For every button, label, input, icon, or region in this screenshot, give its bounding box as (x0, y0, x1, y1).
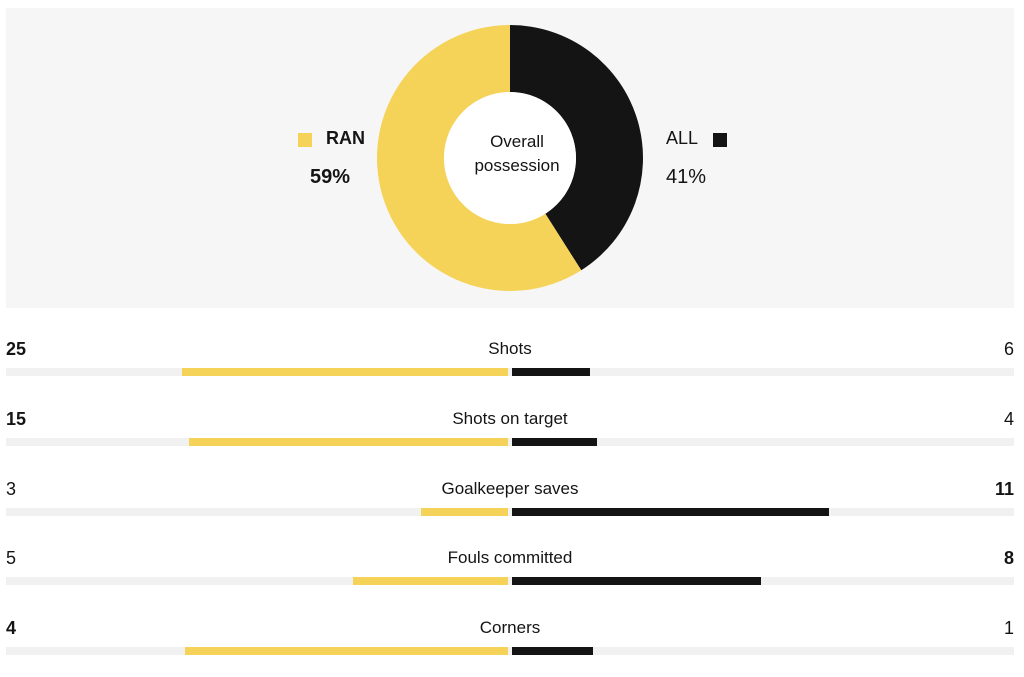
stat-bar-track (6, 368, 1014, 376)
home-team-name: RAN (326, 128, 365, 148)
stat-away-bar (512, 438, 598, 446)
home-possession-value: 59% (309, 166, 350, 188)
away-possession-slice (510, 25, 644, 271)
stat-home-bar (421, 508, 508, 516)
stat-away-bar (512, 508, 830, 516)
stat-row-shots: 25 Shots 6 (0, 338, 1024, 398)
stat-away-value: 1 (1003, 618, 1014, 638)
stat-label: Shots (488, 339, 532, 358)
home-possession-slice (377, 25, 582, 291)
stat-away-bar (512, 368, 591, 376)
away-possession-value: 41% (666, 166, 707, 188)
stat-away-value: 6 (1003, 339, 1014, 359)
stat-home-bar (189, 438, 508, 446)
stat-label: Goalkeeper saves (441, 479, 579, 498)
stat-bar-track (6, 577, 1014, 585)
stat-row-goalkeeper-saves: 3 Goalkeeper saves 11 (0, 478, 1024, 538)
stat-away-bar (512, 647, 593, 655)
donut-center-line-2: possession (474, 156, 560, 175)
possession-panel: Overall possession RAN 59% ALL 41% (6, 8, 1014, 308)
donut-center-label: Overall possession (450, 130, 584, 186)
away-team-name: ALL (666, 128, 699, 148)
donut-center-line-1: Overall (490, 132, 544, 151)
stat-bar-track (6, 438, 1014, 446)
stat-row-shots-on-target: 15 Shots on target 4 (0, 408, 1024, 468)
stat-row-corners: 4 Corners 1 (0, 617, 1024, 677)
donut-hole (444, 92, 576, 224)
stat-home-value: 5 (6, 548, 17, 568)
stat-label: Fouls committed (447, 548, 573, 567)
stat-bar-track (6, 647, 1014, 655)
stat-label: Corners (479, 618, 541, 637)
stat-away-value: 4 (1003, 409, 1014, 429)
away-legend-swatch (713, 133, 727, 147)
stat-home-bar (184, 647, 508, 655)
stat-away-bar (512, 577, 761, 585)
stat-home-value: 15 (6, 409, 27, 429)
stat-home-value: 3 (6, 479, 17, 499)
stat-away-value: 11 (994, 479, 1014, 499)
stat-home-bar (352, 577, 508, 585)
stat-away-value: 8 (1003, 548, 1014, 568)
stat-row-fouls-committed: 5 Fouls committed 8 (0, 547, 1024, 607)
stat-home-value: 4 (6, 618, 17, 638)
stat-home-bar (182, 368, 508, 376)
stat-home-value: 25 (6, 339, 27, 359)
stat-label: Shots on target (452, 409, 568, 428)
stat-bar-track (6, 508, 1014, 516)
possession-donut-chart (377, 25, 644, 291)
home-legend-swatch (298, 133, 312, 147)
